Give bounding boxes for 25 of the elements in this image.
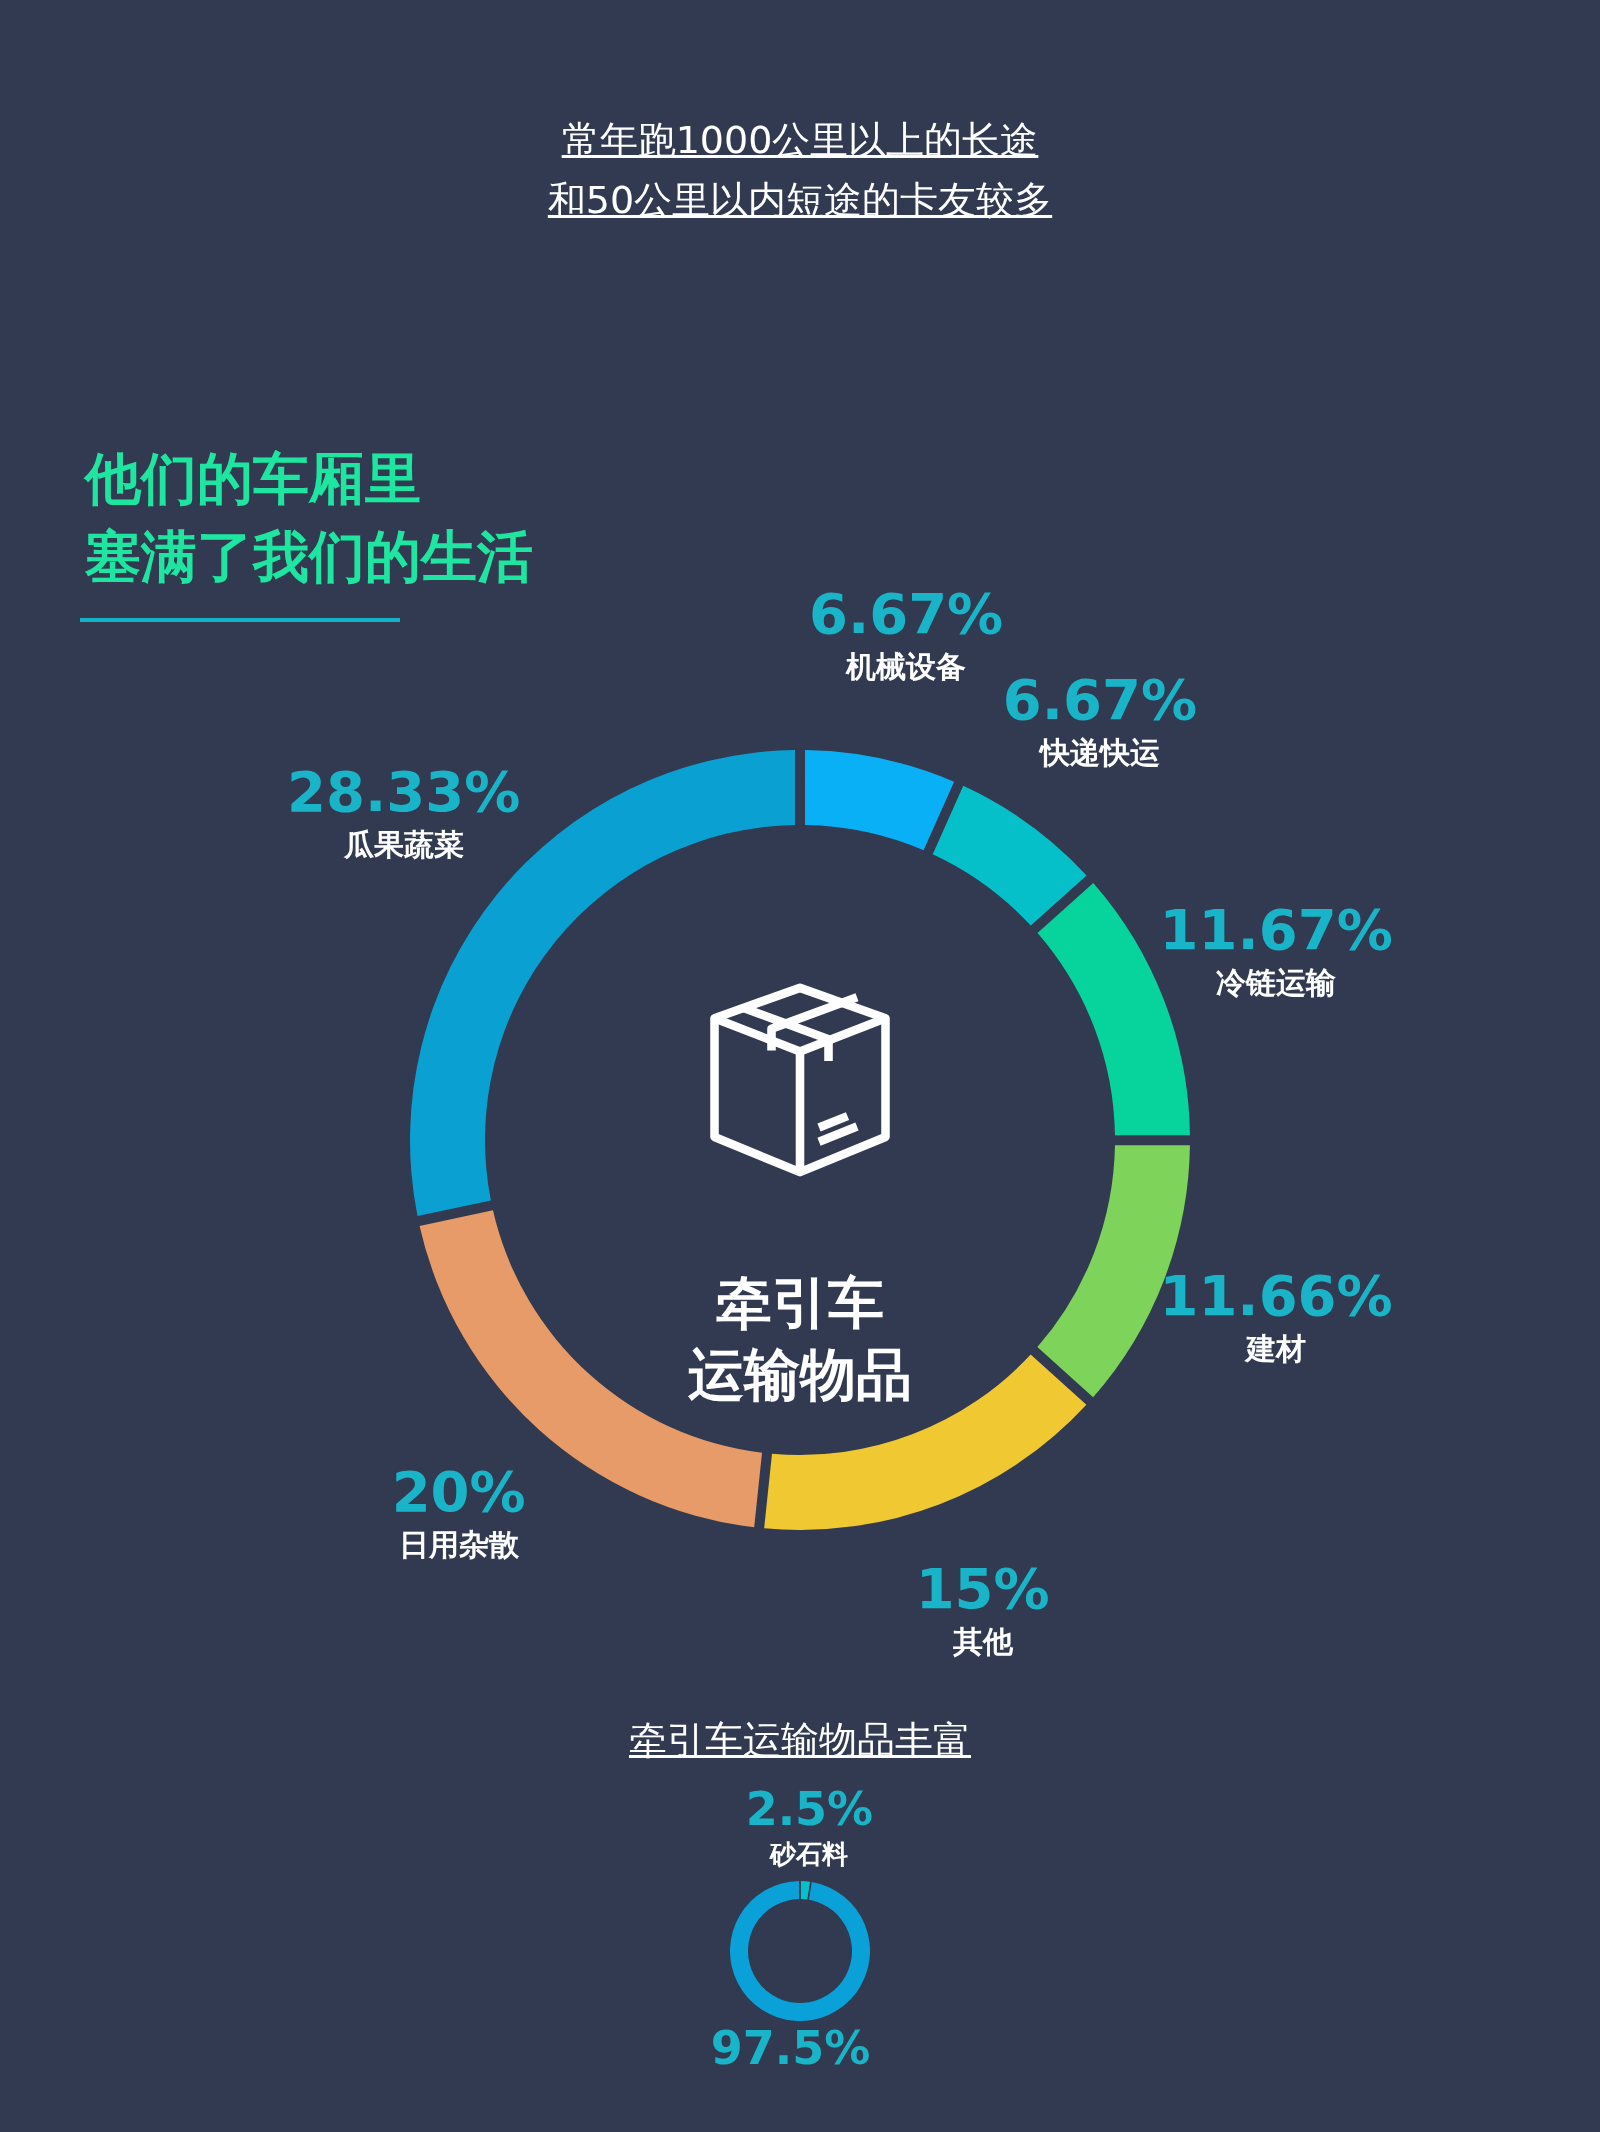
data-label: 97.5% (710, 2020, 871, 2075)
slice-label: 机械设备 (845, 649, 967, 685)
data-label: 6.67% (1002, 667, 1198, 733)
slice-label: 冷链运输 (1216, 965, 1337, 1001)
donut-slice (800, 1881, 811, 1900)
text: 和50公里以内短途的卡友较多 (547, 178, 1053, 222)
data-label: 2.5% (745, 1781, 874, 1836)
chart-title: 他们的车厢里 (85, 446, 421, 511)
data-label: 28.33% (287, 758, 521, 824)
slice-label: 快递快运 (1037, 735, 1160, 771)
text: 常年跑1000公里以上的长途 (561, 118, 1039, 162)
text: 牵引车运输物品丰富 (629, 1718, 971, 1762)
slice-label: 其他 (951, 1624, 1014, 1660)
text: 牵引车 (716, 1270, 884, 1335)
data-label: 15% (915, 1555, 1050, 1621)
text: 运输物品 (688, 1342, 912, 1407)
data-label: 11.67% (1159, 897, 1393, 963)
data-label: 20% (391, 1458, 526, 1524)
slice-label: 日用杂散 (398, 1526, 520, 1562)
data-label: 11.66% (1159, 1262, 1393, 1328)
slice-label: 建材 (1244, 1330, 1307, 1366)
slice-label: 瓜果蔬菜 (342, 827, 464, 863)
chart-subtitle: 塞满了我们的生活 (85, 524, 533, 589)
data-label: 6.67% (808, 580, 1004, 646)
slice-label: 砂石料 (769, 1838, 849, 1869)
